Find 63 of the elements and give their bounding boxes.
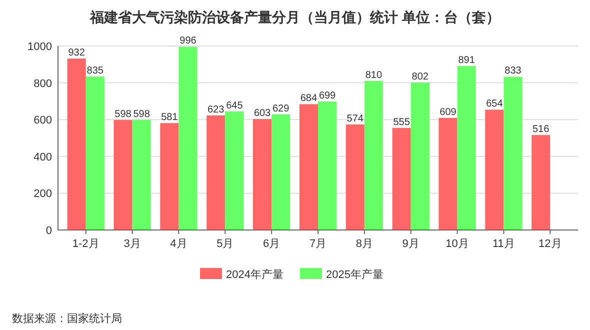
bar xyxy=(364,80,383,230)
data-label: 629 xyxy=(272,103,290,114)
data-label: 623 xyxy=(208,104,225,116)
data-label: 810 xyxy=(365,70,382,81)
bar xyxy=(299,104,318,230)
data-label: 581 xyxy=(161,112,178,124)
data-label: 645 xyxy=(226,100,244,112)
bar xyxy=(410,82,430,230)
bar xyxy=(86,76,104,230)
bar xyxy=(457,66,476,230)
chart-title: 福建省大气污染防治设备产量分月（当月值）统计 单位：台（套） xyxy=(89,9,500,25)
data-label: 699 xyxy=(318,90,336,102)
x-tick-label: 4月 xyxy=(170,238,188,250)
legend-label: 2025年产量 xyxy=(326,268,384,281)
y-tick-label: 0 xyxy=(46,225,52,237)
data-label: 609 xyxy=(440,106,457,118)
y-tick-label: 400 xyxy=(34,151,52,164)
x-tick-label: 8月 xyxy=(356,238,373,250)
bar xyxy=(160,123,179,230)
x-tick-label: 6月 xyxy=(263,238,280,250)
bar xyxy=(253,119,272,230)
x-tick-label: 10月 xyxy=(446,238,469,250)
bar xyxy=(392,128,411,230)
data-label: 932 xyxy=(68,48,86,59)
bar xyxy=(532,135,550,230)
data-label: 516 xyxy=(532,124,550,136)
data-label: 996 xyxy=(180,36,197,47)
x-tick-label: 9月 xyxy=(402,238,420,250)
x-tick-label: 7月 xyxy=(309,238,327,250)
data-label: 555 xyxy=(393,116,410,128)
legend-label: 2024年产量 xyxy=(226,268,284,281)
data-label: 835 xyxy=(86,65,104,76)
x-tick-label: 1-2月 xyxy=(72,238,100,250)
data-label: 802 xyxy=(412,71,429,82)
y-tick-label: 1000 xyxy=(28,41,52,53)
data-label: 891 xyxy=(458,55,476,66)
x-tick-label: 5月 xyxy=(216,238,234,250)
data-label: 833 xyxy=(504,66,522,77)
x-tick-label: 3月 xyxy=(124,238,141,250)
data-label: 574 xyxy=(346,113,364,124)
bar xyxy=(114,120,132,230)
y-tick-label: 600 xyxy=(34,114,52,127)
bar xyxy=(272,114,290,230)
data-label: 598 xyxy=(114,108,132,120)
x-tick-label: 11月 xyxy=(492,238,515,250)
bar xyxy=(178,46,198,230)
source-note: 数据来源：国家统计局 xyxy=(12,312,122,325)
bar xyxy=(225,111,244,230)
bar xyxy=(504,76,522,230)
bar xyxy=(438,118,458,230)
bar xyxy=(485,110,504,230)
y-tick-label: 200 xyxy=(34,188,52,200)
bar xyxy=(318,101,337,230)
bar xyxy=(206,115,226,230)
data-label: 603 xyxy=(254,108,272,120)
bar xyxy=(67,58,86,230)
data-label: 598 xyxy=(133,108,150,120)
y-tick-label: 800 xyxy=(34,78,52,90)
bar xyxy=(132,120,151,230)
data-label: 684 xyxy=(300,93,318,104)
data-label: 654 xyxy=(486,98,504,110)
bar xyxy=(346,124,364,230)
x-tick-label: 12月 xyxy=(538,238,562,250)
